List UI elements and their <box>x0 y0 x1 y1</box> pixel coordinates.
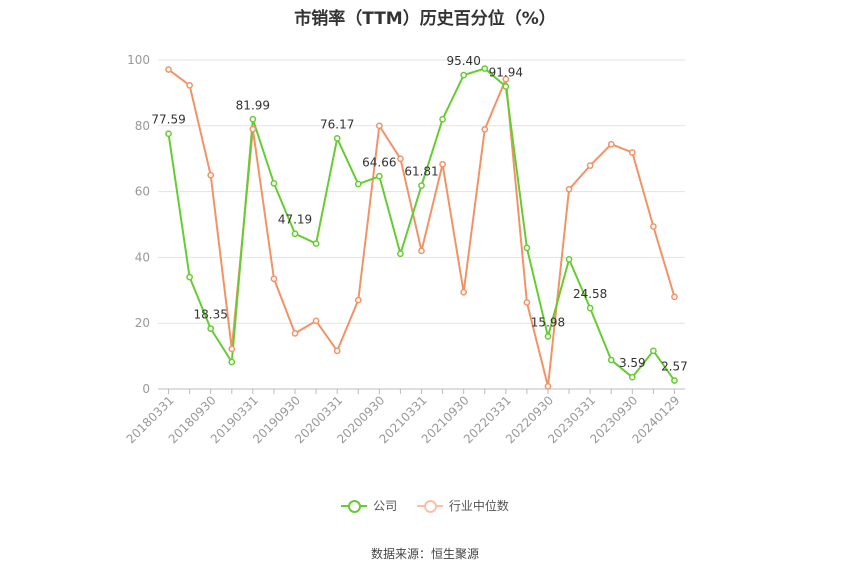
data-point-company <box>650 347 657 355</box>
data-label: 77.59 <box>151 113 185 127</box>
data-point-company <box>628 373 636 381</box>
data-point-company <box>607 356 615 364</box>
data-point-company <box>354 180 362 188</box>
y-tick-label: 60 <box>135 185 150 199</box>
data-point-industry-median <box>270 275 278 283</box>
data-label: 15.98 <box>531 315 565 329</box>
data-label: 81.99 <box>236 98 270 112</box>
data-point-company <box>375 172 383 180</box>
data-point-company <box>291 230 299 238</box>
y-tick-label: 20 <box>135 316 150 330</box>
legend-item-company[interactable]: 公司 <box>341 497 397 514</box>
data-point-company <box>565 256 573 263</box>
data-point-industry-median <box>165 66 172 73</box>
data-point-industry-median <box>586 162 594 169</box>
data-point-company <box>165 130 172 138</box>
source-note: 数据来源：恒生聚源 <box>370 547 479 561</box>
data-point-industry-median <box>650 223 657 230</box>
data-point-industry-median <box>544 383 552 390</box>
legend-label-industry-median: 行业中位数 <box>448 499 509 513</box>
data-point-industry-median <box>312 317 320 325</box>
y-tick-label: 100 <box>127 53 150 67</box>
legend-swatch-company <box>341 499 368 513</box>
data-point-industry-median <box>460 288 468 296</box>
data-point-company <box>439 115 446 123</box>
data-point-company <box>671 377 678 384</box>
series-line-industry-median <box>167 68 676 388</box>
y-tick-label: 40 <box>135 250 150 264</box>
data-point-industry-median <box>418 247 425 255</box>
data-point-industry-median <box>354 296 362 304</box>
data-point-company <box>418 182 425 189</box>
data-point-industry-median <box>375 122 383 130</box>
data-point-industry-median <box>671 293 678 301</box>
y-tick-label: 0 <box>142 382 150 396</box>
data-point-industry-median <box>565 185 573 193</box>
data-label: 64.66 <box>362 155 396 169</box>
data-point-industry-median <box>186 81 193 89</box>
series-line-company <box>167 67 676 382</box>
data-point-industry-median <box>628 149 636 156</box>
data-point-company <box>523 244 531 252</box>
legend-swatch-industry-median <box>416 499 443 513</box>
data-point-company <box>186 273 193 281</box>
data-point-industry-median <box>207 171 215 179</box>
data-point-company <box>502 83 510 90</box>
data-point-industry-median <box>502 75 510 83</box>
data-point-company <box>207 325 215 332</box>
data-point-company <box>333 135 341 142</box>
data-point-company <box>397 250 404 258</box>
data-point-company <box>586 304 594 312</box>
data-label: 61.81 <box>404 165 438 179</box>
data-point-industry-median <box>481 126 489 133</box>
data-point-industry-median <box>228 345 236 353</box>
data-point-industry-median <box>397 155 404 163</box>
data-point-company <box>481 65 489 72</box>
data-point-company <box>312 240 320 247</box>
data-point-company <box>544 333 552 340</box>
chart-title: 市销率（TTM）历史百分位（%） <box>294 9 556 29</box>
legend-item-industry-median[interactable]: 行业中位数 <box>416 497 509 514</box>
data-label: 24.58 <box>573 287 607 301</box>
data-label: 2.57 <box>661 360 688 374</box>
y-tick-label: 80 <box>135 119 150 133</box>
data-point-industry-median <box>607 140 615 148</box>
data-point-company <box>460 71 468 79</box>
data-label: 76.17 <box>320 117 354 131</box>
data-point-company <box>249 115 257 123</box>
data-point-company <box>270 180 278 187</box>
data-label: 95.40 <box>446 54 480 68</box>
data-point-industry-median <box>291 330 299 337</box>
data-label: 47.19 <box>278 213 312 227</box>
data-label: 18.35 <box>194 308 228 322</box>
data-label: 3.59 <box>619 356 646 370</box>
legend-label-company: 公司 <box>373 499 398 513</box>
data-point-industry-median <box>333 347 341 355</box>
data-point-industry-median <box>523 299 531 306</box>
chart-legend: 公司 行业中位数 <box>0 497 850 516</box>
data-point-industry-median <box>439 160 446 168</box>
data-point-company <box>228 358 236 366</box>
data-point-industry-median <box>249 125 257 133</box>
data-label: 91.94 <box>489 66 523 80</box>
